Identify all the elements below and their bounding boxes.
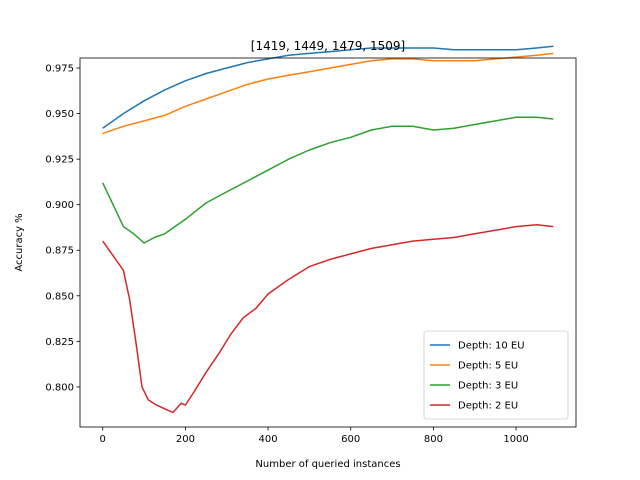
y-tick-label: 0.875 [45,246,74,257]
y-tick-label: 0.975 [45,64,74,75]
x-tick-label: 400 [259,434,278,445]
x-tick-label: 1000 [503,434,528,445]
chart-title: [1419, 1449, 1479, 1509] [251,39,405,53]
x-tick-label: 800 [424,434,443,445]
y-tick-label: 0.900 [45,200,74,211]
series-line-3 [102,116,554,244]
x-axis-label: Number of queried instances [255,459,400,470]
legend-entry-label: Depth: 3 EU [458,381,518,392]
legend-entry-label: Depth: 2 EU [458,401,518,412]
x-tick-label: 200 [176,434,195,445]
x-tick-label: 0 [100,434,106,445]
series-line-1 [102,45,554,129]
y-tick-label: 0.825 [45,337,74,348]
y-tick-label: 0.950 [45,109,74,120]
legend-entry-label: Depth: 10 EU [458,341,525,352]
axes-frame [79,57,577,428]
x-axis-ticks: 0 200 400 600 800 1000 [100,427,529,445]
series-line-4 [102,223,554,414]
y-tick-label: 0.850 [45,291,74,302]
y-axis-ticks: 0.800 0.825 0.850 0.875 0.900 0.925 0.950 0.975 [45,64,80,393]
x-tick-label: 600 [341,434,360,445]
legend-box [423,330,569,420]
legend: Depth: 10 EU Depth: 5 EU Depth: 3 EU Depth:… [423,330,569,420]
legend-entry-label: Depth: 5 EU [458,361,518,372]
y-tick-label: 0.925 [45,155,74,166]
series-line-2 [102,52,554,135]
y-axis-label: Accuracy % [14,213,25,271]
y-tick-label: 0.800 [45,382,74,393]
series-layer [102,45,554,414]
